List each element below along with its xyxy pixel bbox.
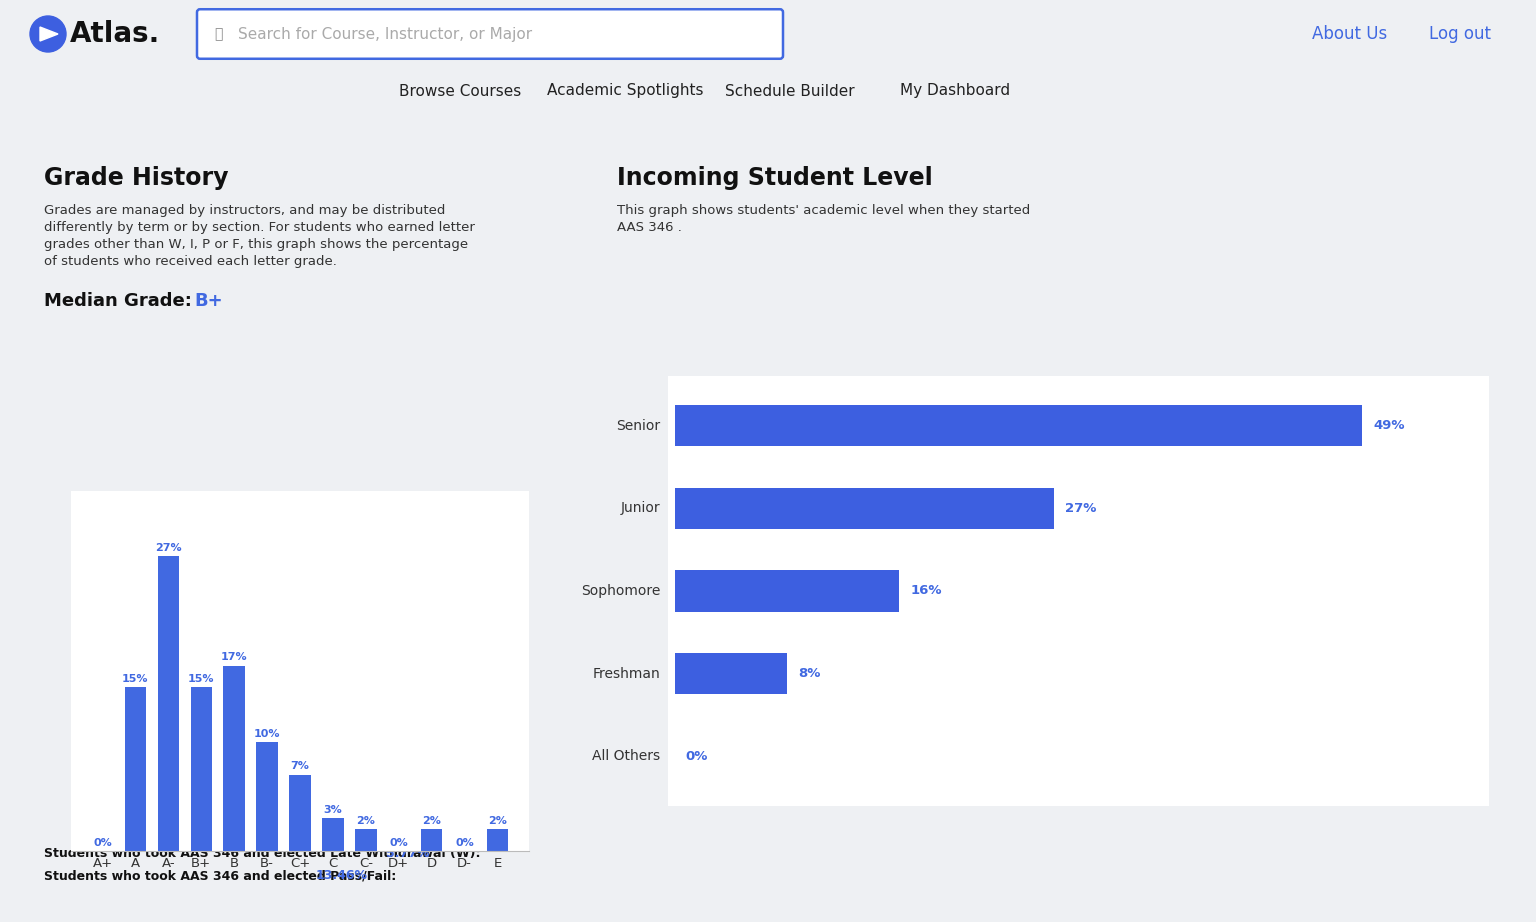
Text: 8%: 8% — [799, 668, 820, 680]
Bar — [421, 829, 442, 851]
Bar — [158, 557, 180, 851]
Text: 27%: 27% — [155, 543, 181, 553]
Text: Incoming Student Level: Incoming Student Level — [617, 166, 934, 190]
Text: B+: B+ — [194, 292, 223, 310]
Text: Senior: Senior — [616, 419, 660, 432]
Text: 0%: 0% — [685, 750, 708, 762]
Text: differently by term or by section. For students who earned letter: differently by term or by section. For s… — [45, 221, 475, 234]
Text: 2%: 2% — [488, 816, 507, 826]
Text: 17%: 17% — [221, 652, 247, 662]
Text: Academic Spotlights: Academic Spotlights — [547, 84, 703, 99]
Text: 7%: 7% — [290, 762, 309, 772]
Bar — [257, 742, 278, 851]
Text: 15%: 15% — [123, 674, 149, 684]
Circle shape — [31, 16, 66, 52]
Text: Students who took AAS 346 and elected Pass/Fail:: Students who took AAS 346 and elected Pa… — [45, 869, 401, 882]
Text: Search for Course, Instructor, or Major: Search for Course, Instructor, or Major — [238, 27, 531, 41]
Text: of students who received each letter grade.: of students who received each letter gra… — [45, 255, 336, 268]
Text: 16%: 16% — [911, 585, 942, 597]
Text: 2%: 2% — [422, 816, 441, 826]
Text: AAS 346 .: AAS 346 . — [617, 221, 682, 234]
Text: Browse Courses: Browse Courses — [399, 84, 521, 99]
Text: Atlas.: Atlas. — [71, 20, 160, 48]
Text: 5.77%: 5.77% — [386, 847, 430, 860]
Bar — [223, 666, 244, 851]
Bar — [487, 829, 508, 851]
Text: Log out: Log out — [1428, 25, 1491, 43]
Text: Junior: Junior — [621, 502, 660, 515]
Text: This graph shows students' academic level when they started: This graph shows students' academic leve… — [617, 204, 1031, 217]
Text: 13.46%: 13.46% — [316, 869, 369, 882]
Bar — [674, 571, 899, 611]
FancyBboxPatch shape — [197, 9, 783, 59]
Bar — [190, 688, 212, 851]
Text: 0%: 0% — [94, 838, 112, 847]
Text: 0%: 0% — [455, 838, 475, 847]
Bar — [674, 488, 1054, 529]
Text: About Us: About Us — [1312, 25, 1387, 43]
Polygon shape — [40, 27, 58, 41]
Text: Students who took AAS 346 and elected Late Withdrawal (W):: Students who took AAS 346 and elected La… — [45, 847, 485, 860]
Bar — [674, 653, 786, 694]
Text: Freshman: Freshman — [593, 667, 660, 680]
Text: 27%: 27% — [1064, 502, 1097, 514]
Text: Schedule Builder: Schedule Builder — [725, 84, 856, 99]
Bar — [289, 774, 310, 851]
Text: 15%: 15% — [187, 674, 215, 684]
Bar — [124, 688, 146, 851]
Bar — [355, 829, 376, 851]
Text: 0%: 0% — [389, 838, 409, 847]
Text: All Others: All Others — [593, 750, 660, 763]
Text: My Dashboard: My Dashboard — [900, 84, 1011, 99]
Text: 3%: 3% — [324, 805, 343, 815]
Text: 49%: 49% — [1373, 420, 1405, 432]
Text: Median Grade:: Median Grade: — [45, 292, 198, 310]
Text: 🔍: 🔍 — [214, 27, 223, 41]
Text: Sophomore: Sophomore — [581, 584, 660, 598]
Bar — [323, 818, 344, 851]
Bar — [674, 405, 1362, 446]
Text: Grade History: Grade History — [45, 166, 229, 190]
Text: 2%: 2% — [356, 816, 375, 826]
Text: grades other than W, I, P or F, this graph shows the percentage: grades other than W, I, P or F, this gra… — [45, 238, 468, 251]
Text: Grades are managed by instructors, and may be distributed: Grades are managed by instructors, and m… — [45, 204, 445, 217]
Text: 10%: 10% — [253, 728, 281, 739]
